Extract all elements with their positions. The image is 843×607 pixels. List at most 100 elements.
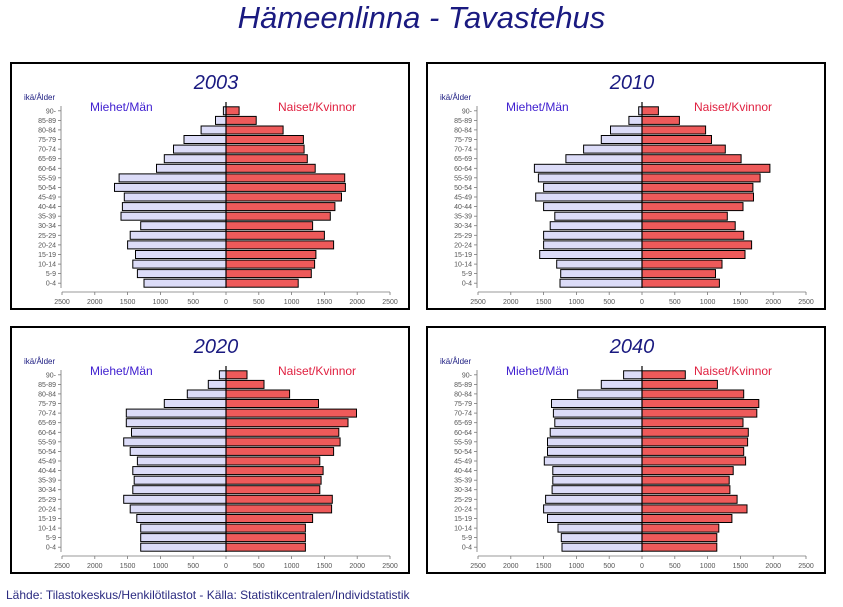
x-tick-label: 2500 — [54, 563, 70, 570]
x-tick-label: 1000 — [284, 299, 300, 306]
bar-men-40-44 — [121, 202, 227, 212]
x-tick-label: 0 — [224, 299, 228, 306]
bar-women-90- — [641, 106, 659, 116]
bar-women-35-39 — [641, 211, 728, 221]
bar-women-60-64 — [641, 427, 749, 437]
x-tick-label: 2000 — [87, 299, 103, 306]
y-tick-label: 35-39 — [454, 214, 472, 221]
bar-men-10-14 — [132, 259, 227, 269]
y-axis-label: ikä/Ålder — [24, 357, 55, 366]
y-tick-label: 75-79 — [38, 137, 56, 144]
legend-men: Miehet/Män — [506, 100, 569, 114]
bar-women-35-39 — [641, 475, 730, 485]
bar-men-70-74 — [583, 144, 643, 154]
y-tick-label: 0-4 — [462, 281, 472, 288]
bar-women-30-34 — [225, 221, 314, 231]
bar-women-15-19 — [641, 514, 733, 523]
bar-men-20-24 — [127, 240, 227, 250]
bar-women-85-89 — [641, 115, 680, 125]
bar-women-70-74 — [225, 408, 357, 418]
x-tick-label: 2500 — [54, 299, 70, 306]
bar-women-5-9 — [225, 269, 312, 279]
bar-women-15-19 — [641, 250, 746, 259]
bar-women-80-84 — [641, 125, 707, 135]
bar-women-5-9 — [641, 533, 718, 543]
y-tick-label: 90- — [46, 108, 57, 115]
bar-men-55-59 — [118, 173, 227, 183]
bar-women-80-84 — [225, 125, 284, 135]
bar-women-30-34 — [641, 221, 736, 231]
x-tick-label: 1500 — [536, 299, 552, 306]
bar-women-25-29 — [225, 494, 333, 504]
bar-men-50-54 — [543, 182, 643, 192]
bar-women-25-29 — [641, 494, 738, 504]
y-tick-label: 25-29 — [38, 497, 56, 504]
bar-women-90- — [225, 370, 248, 380]
bar-women-75-79 — [225, 399, 319, 408]
legend-men: Miehet/Män — [506, 364, 569, 378]
x-tick-label: 1500 — [317, 563, 333, 570]
bar-women-65-69 — [641, 418, 744, 428]
x-tick-label: 2500 — [798, 299, 814, 306]
y-tick-label: 15-19 — [38, 516, 56, 523]
bar-men-50-54 — [129, 446, 227, 456]
bar-women-40-44 — [225, 466, 324, 476]
y-tick-label: 50-54 — [454, 185, 472, 192]
y-tick-label: 75-79 — [454, 401, 472, 408]
x-tick-label: 1000 — [284, 563, 300, 570]
bar-women-85-89 — [641, 379, 718, 389]
y-tick-label: 15-19 — [454, 516, 472, 523]
bar-women-75-79 — [641, 135, 712, 144]
bar-women-50-54 — [641, 182, 754, 192]
x-tick-label: 2000 — [503, 299, 519, 306]
y-tick-label: 85-89 — [38, 118, 56, 125]
pyramid-chart: 2040 ikä/Ålder Miehet/Män Naiset/Kvinnor 0-4… — [440, 336, 814, 570]
bar-women-40-44 — [225, 202, 336, 212]
y-tick-label: 5-9 — [462, 271, 472, 278]
y-tick-label: 80-84 — [454, 391, 472, 398]
bar-women-70-74 — [225, 144, 305, 154]
y-tick-label: 0-4 — [46, 281, 56, 288]
y-tick-label: 70-74 — [454, 147, 472, 154]
y-tick-label: 0-4 — [462, 545, 472, 552]
bar-women-35-39 — [225, 211, 331, 221]
bar-men-75-79 — [551, 399, 643, 408]
bar-women-20-24 — [225, 504, 333, 514]
bar-women-85-89 — [225, 379, 265, 389]
bar-women-75-79 — [225, 135, 304, 144]
y-tick-label: 30-34 — [38, 487, 56, 494]
y-tick-label: 25-29 — [454, 497, 472, 504]
bar-men-60-64 — [533, 163, 643, 173]
y-tick-label: 75-79 — [454, 137, 472, 144]
y-tick-label: 75-79 — [38, 401, 56, 408]
y-tick-label: 25-29 — [38, 233, 56, 240]
bar-men-15-19 — [547, 514, 643, 523]
y-tick-label: 90- — [462, 108, 473, 115]
bar-women-25-29 — [641, 230, 745, 240]
y-tick-label: 70-74 — [454, 411, 472, 418]
chart-title: 2040 — [609, 336, 655, 358]
x-tick-label: 1000 — [569, 563, 585, 570]
chart-title: 2010 — [609, 72, 655, 94]
bar-women-90- — [641, 370, 686, 380]
bar-men-5-9 — [140, 533, 227, 543]
bar-men-75-79 — [183, 135, 227, 144]
x-tick-label: 1500 — [536, 563, 552, 570]
x-tick-label: 500 — [603, 299, 615, 306]
x-tick-label: 2500 — [798, 563, 814, 570]
y-tick-label: 20-24 — [38, 242, 56, 249]
y-tick-label: 45-49 — [454, 459, 472, 466]
bar-men-60-64 — [156, 163, 227, 173]
bar-men-60-64 — [549, 427, 643, 437]
legend-men: Miehet/Män — [90, 364, 153, 378]
bar-men-35-39 — [120, 211, 227, 221]
bar-men-80-84 — [200, 125, 227, 135]
chart-panel-2020: 2020 ikä/Ålder Miehet/Män Naiset/Kvinnor 0-4… — [10, 326, 410, 574]
bar-men-50-54 — [547, 446, 643, 456]
y-tick-label: 5-9 — [462, 535, 472, 542]
y-tick-label: 60-64 — [38, 430, 56, 437]
y-tick-label: 15-19 — [38, 252, 56, 259]
bar-men-80-84 — [577, 389, 643, 399]
bar-women-70-74 — [641, 408, 758, 418]
legend-women: Naiset/Kvinnor — [694, 364, 772, 378]
